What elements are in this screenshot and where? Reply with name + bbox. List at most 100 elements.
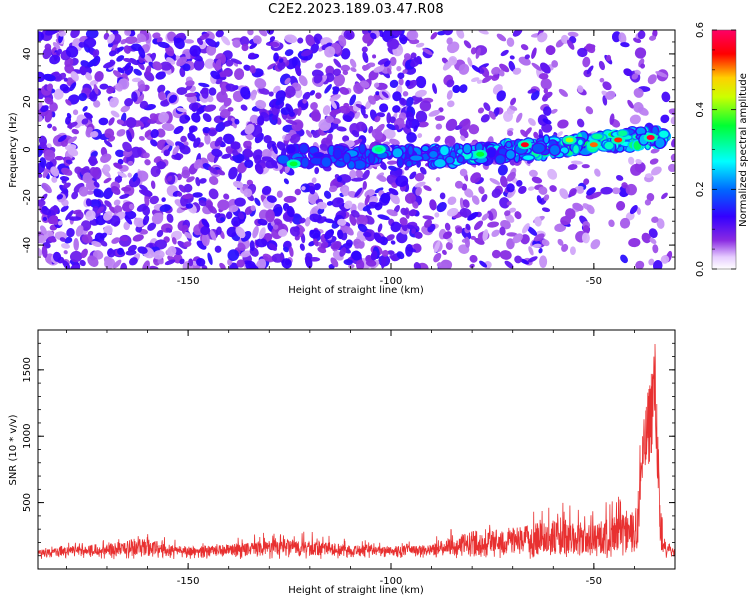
heatmap-cell [273,224,279,230]
heatmap-cell [386,209,398,217]
heatmap-cell [249,43,257,49]
snr-y-axis-label: SNR (10 * v/v) [8,414,19,485]
heatmap-cell [211,148,223,157]
heatmap-cell [415,110,428,123]
heatmap-cell [104,200,112,208]
heatmap-cell [122,141,132,153]
heatmap-cell [215,30,224,38]
heatmap-cell [577,47,588,58]
heatmap-cell [111,185,121,195]
heatmap-signal-cell [498,148,507,156]
heatmap-cell [471,64,481,73]
heatmap-cell [620,42,630,48]
heatmap-hotspot [520,142,529,148]
heatmap-cell [261,185,272,195]
heatmap-cell [349,58,357,68]
heatmap-cell [188,258,194,267]
heatmap-cell [90,131,99,138]
heatmap-cell [220,35,231,46]
heatmap-cell [406,30,419,41]
heatmap-signal-cell [334,149,341,159]
heatmap-cell [404,192,416,204]
heatmap-cell [106,86,115,94]
heatmap-cell [177,240,188,250]
heatmap-cell [633,102,644,113]
heatmap-cell [269,41,280,48]
heatmap-cell [202,113,212,123]
heatmap-cell [478,186,485,195]
heatmap-cell [341,186,350,197]
heatmap-cell [297,106,302,117]
heatmap-cell [123,45,131,54]
heatmap-cell [41,245,48,259]
heatmap-cell [343,200,353,210]
heatmap-cell [233,180,244,189]
heatmap-cell [278,58,284,63]
heatmap-cell [381,249,389,257]
heatmap-cell [223,193,230,200]
heatmap-x-ticks: -150 -100 -50 [66,30,676,287]
heatmap-cell [138,83,146,92]
heatmap-cell [337,229,344,240]
heatmap-cell [402,69,408,74]
heatmap-signal-cell [458,156,464,163]
heatmap-cell [140,189,153,197]
heatmap-cell [47,236,57,243]
heatmap-cell [388,165,398,171]
heatmap-cell [398,78,404,86]
heatmap-cell [633,88,644,98]
heatmap-cell [240,104,248,111]
heatmap-cell [590,239,601,250]
colorbar-tick-label: 0.2 [695,181,706,197]
heatmap-cell [56,194,64,200]
snr-y-ticks: 500 1000 1500 [22,329,675,570]
heatmap-cell [127,160,134,166]
heatmap-cell [350,67,357,73]
heatmap-cell [49,54,61,65]
heatmap-cell [381,256,387,269]
heatmap-cell [39,157,47,168]
heatmap-cell [308,185,316,195]
heatmap-cell [85,209,96,221]
heatmap-cell [142,260,150,269]
heatmap-cell [284,134,292,141]
heatmap-cell [93,84,99,95]
heatmap-cell [41,182,52,194]
heatmap-cell [487,210,494,221]
heatmap-cell [357,223,368,233]
heatmap-cell [496,90,507,102]
heatmap-cell [113,205,123,214]
heatmap-cell [389,56,397,67]
heatmap-cell [329,94,341,102]
heatmap-cell [70,71,79,82]
heatmap-cell [480,114,490,123]
heatmap-signal-cell [506,150,515,159]
heatmap-cell [176,107,187,113]
heatmap-cell [324,84,332,94]
heatmap-cell [527,88,537,94]
heatmap-cell [265,209,275,223]
heatmap-cell [470,172,482,184]
heatmap-signal-cell [429,151,438,158]
heatmap-cell [222,120,233,127]
heatmap-cell [93,181,100,188]
heatmap-cell [620,254,628,264]
heatmap-cell [230,58,243,65]
heatmap-cell [336,176,343,183]
heatmap-cell [305,129,313,138]
heatmap-cell [349,169,357,179]
heatmap-cell [317,246,327,254]
heatmap-cell [406,111,415,122]
heatmap-cell [119,193,130,200]
x-tick-label: -150 [177,276,200,287]
heatmap-cell [651,166,662,176]
heatmap-hotspot [646,135,655,141]
heatmap-cell [390,240,396,245]
heatmap-cell [193,159,203,170]
heatmap-signal-cell [523,155,534,160]
heatmap-cell [520,44,529,51]
heatmap-cell [50,166,60,177]
heatmap-cell [258,227,266,240]
heatmap-cell [500,175,508,188]
heatmap-cell [436,202,447,213]
